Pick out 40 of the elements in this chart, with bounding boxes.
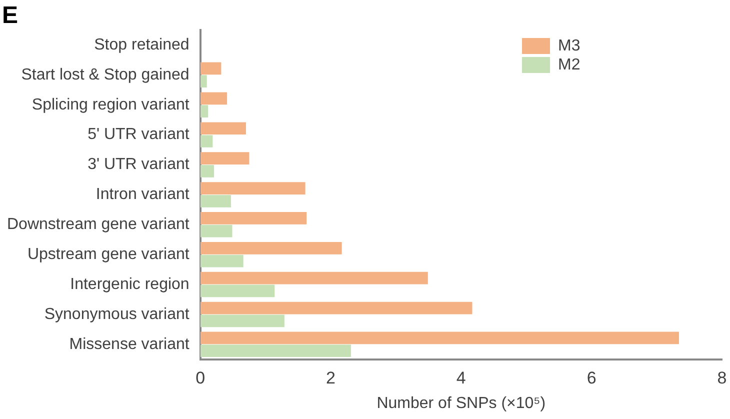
- bar: [200, 344, 351, 358]
- y-tick-label: Stop retained: [94, 36, 190, 54]
- bar: [200, 332, 679, 344]
- bar: [200, 224, 232, 238]
- bar: [200, 135, 213, 148]
- y-tick-label: 5' UTR variant: [88, 126, 190, 144]
- legend-label: M2: [558, 56, 580, 74]
- bar: [200, 272, 428, 284]
- bar: [200, 302, 472, 314]
- y-tick-label: 3' UTR variant: [88, 156, 190, 174]
- x-tick-label: 6: [586, 368, 596, 388]
- y-tick-label: Splicing region variant: [32, 96, 190, 114]
- bar: [200, 105, 208, 118]
- y-tick-label: Missense variant: [69, 336, 190, 353]
- bar: [200, 314, 284, 328]
- bar: [200, 284, 275, 298]
- bar: [200, 182, 306, 194]
- bar: [200, 152, 250, 164]
- bar: [200, 75, 207, 88]
- bar: [200, 92, 228, 105]
- x-tick-label: 8: [717, 368, 727, 388]
- y-tick-label: Intergenic region: [70, 276, 190, 293]
- x-tick-label: 4: [456, 368, 466, 388]
- y-tick-label: Synonymous variant: [44, 306, 190, 323]
- x-tick-label: 0: [196, 368, 206, 388]
- bar: [200, 212, 307, 224]
- y-tick-label: Intron variant: [96, 186, 190, 204]
- bar: [200, 62, 222, 75]
- y-tick-label: Downstream gene variant: [7, 216, 190, 234]
- x-axis-title: Number of SNPs (×10⁵): [376, 394, 546, 412]
- legend-label: M3: [558, 37, 580, 54]
- bar: [200, 194, 231, 208]
- text: E: [2, 2, 18, 30]
- bar: [200, 242, 342, 254]
- x-tick-label: 2: [326, 368, 336, 388]
- bar: [200, 165, 214, 178]
- y-tick-label: Start lost & Stop gained: [21, 66, 190, 84]
- bar: [200, 254, 244, 268]
- bar: [200, 122, 246, 135]
- y-tick-label: Upstream gene variant: [27, 246, 190, 263]
